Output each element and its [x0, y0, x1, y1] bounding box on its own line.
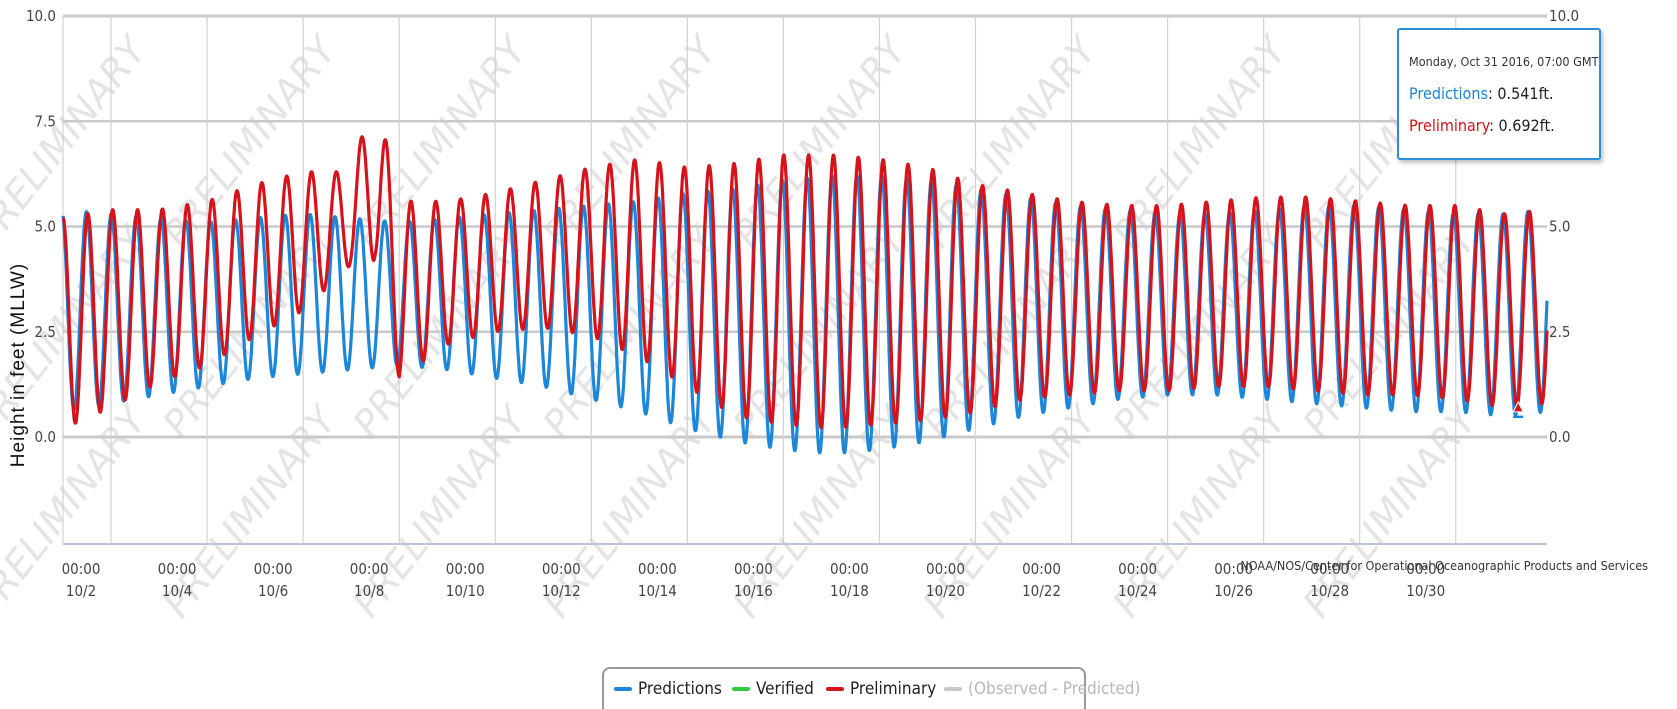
x-tick-time: 00:00 — [926, 560, 965, 578]
x-tick-time: 00:00 — [1022, 560, 1061, 578]
x-tick-date: 10/2 — [66, 582, 96, 600]
x-tick-date: 10/18 — [830, 582, 869, 600]
y-tick-label: 5.0 — [35, 218, 56, 236]
x-tick-time: 00:00 — [158, 560, 197, 578]
x-tick-time: 00:00 — [446, 560, 485, 578]
x-tick-time: 00:00 — [830, 560, 869, 578]
y-tick-label: 7.5 — [35, 112, 56, 130]
x-tick-date: 10/26 — [1214, 582, 1253, 600]
x-tick-date: 10/10 — [446, 582, 485, 600]
x-tick-time: 00:00 — [734, 560, 773, 578]
x-tick-date: 10/30 — [1406, 582, 1445, 600]
chart-legend: Predictions Verified Preliminary (Observ… — [602, 667, 1141, 709]
x-tick-date: 10/20 — [926, 582, 965, 600]
x-tick-date: 10/8 — [354, 582, 384, 600]
x-tick-time: 00:00 — [254, 560, 293, 578]
x-tick-date: 10/16 — [734, 582, 773, 600]
x-tick-time: 00:00 — [1118, 560, 1157, 578]
legend-label-verified: Verified — [756, 679, 814, 699]
x-tick-time: 00:00 — [638, 560, 677, 578]
tooltip-value-predictions: 0.541ft. — [1497, 84, 1554, 103]
x-tick-time: 00:00 — [1310, 560, 1349, 578]
y-tick-label-right: 0.0 — [1549, 428, 1570, 446]
y-tick-label-right: 5.0 — [1549, 218, 1570, 236]
legend-label-observed-predicted: (Observed - Predicted) — [968, 679, 1141, 699]
legend-item-predictions[interactable]: Predictions — [614, 679, 722, 699]
legend-swatch-preliminary — [826, 687, 844, 691]
tooltip-label-predictions: Predictions — [1409, 84, 1488, 103]
x-tick-date: 10/4 — [162, 582, 192, 600]
x-tick-date: 10/28 — [1310, 582, 1349, 600]
y-tick-label: 2.5 — [35, 323, 56, 341]
legend-swatch-verified — [732, 687, 750, 691]
x-tick-time: 00:00 — [542, 560, 581, 578]
x-tick-date: 10/6 — [258, 582, 288, 600]
x-tick-date: 10/14 — [638, 582, 677, 600]
tooltip-date: Monday, Oct 31 2016, 07:00 GMT — [1409, 54, 1599, 69]
axes-layer: 10.07.55.02.50.010.07.55.02.50.000:0010/… — [26, 7, 1579, 600]
x-tick-date: 10/24 — [1118, 582, 1157, 600]
x-tick-date: 10/22 — [1022, 582, 1061, 600]
legend-item-preliminary[interactable]: Preliminary — [826, 679, 936, 699]
credit-text: NOAA/NOS/Center for Operational Oceanogr… — [1240, 558, 1648, 573]
y-tick-label: 0.0 — [35, 428, 56, 446]
y-axis-label: Height in feet (MLLW) — [8, 263, 29, 467]
tooltip-row-preliminary: Preliminary: 0.692ft. — [1409, 116, 1555, 135]
x-tick-time: 00:00 — [350, 560, 389, 578]
tooltip-row-predictions: Predictions: 0.541ft. — [1409, 84, 1554, 103]
x-tick-time: 00:00 — [62, 560, 101, 578]
legend-item-observed-predicted[interactable]: (Observed - Predicted) — [944, 679, 1141, 699]
y-tick-label-right: 2.5 — [1549, 323, 1570, 341]
hover-marker — [1512, 400, 1524, 413]
x-tick-time: 00:00 — [1406, 560, 1445, 578]
legend-swatch-predictions — [614, 687, 632, 691]
x-tick-date: 10/12 — [542, 582, 581, 600]
tooltip-label-preliminary: Preliminary — [1409, 116, 1490, 135]
x-tick-time: 00:00 — [1214, 560, 1253, 578]
hover-tooltip: Monday, Oct 31 2016, 07:00 GMT Predictio… — [1397, 28, 1601, 160]
legend-label-preliminary: Preliminary — [850, 679, 937, 699]
series-layer — [61, 135, 1549, 455]
legend-swatch-observed-predicted — [944, 687, 962, 691]
series-line-preliminary — [61, 135, 1549, 430]
y-tick-label-right: 10.0 — [1549, 7, 1579, 25]
tooltip-value-preliminary: 0.692ft. — [1498, 116, 1555, 135]
legend-label-predictions: Predictions — [638, 679, 722, 699]
legend-item-verified[interactable]: Verified — [732, 679, 814, 699]
y-tick-label: 10.0 — [26, 7, 56, 25]
